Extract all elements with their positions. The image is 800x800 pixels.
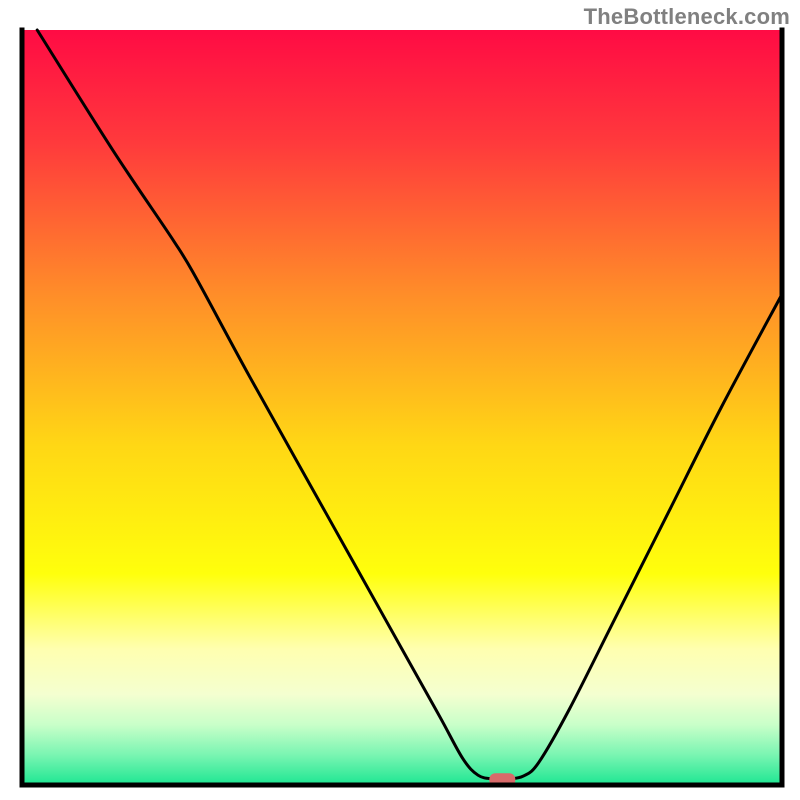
chart-svg [0, 0, 800, 800]
attribution-watermark: TheBottleneck.com [584, 4, 790, 30]
plot-background [22, 30, 782, 785]
bottleneck-chart: TheBottleneck.com [0, 0, 800, 800]
